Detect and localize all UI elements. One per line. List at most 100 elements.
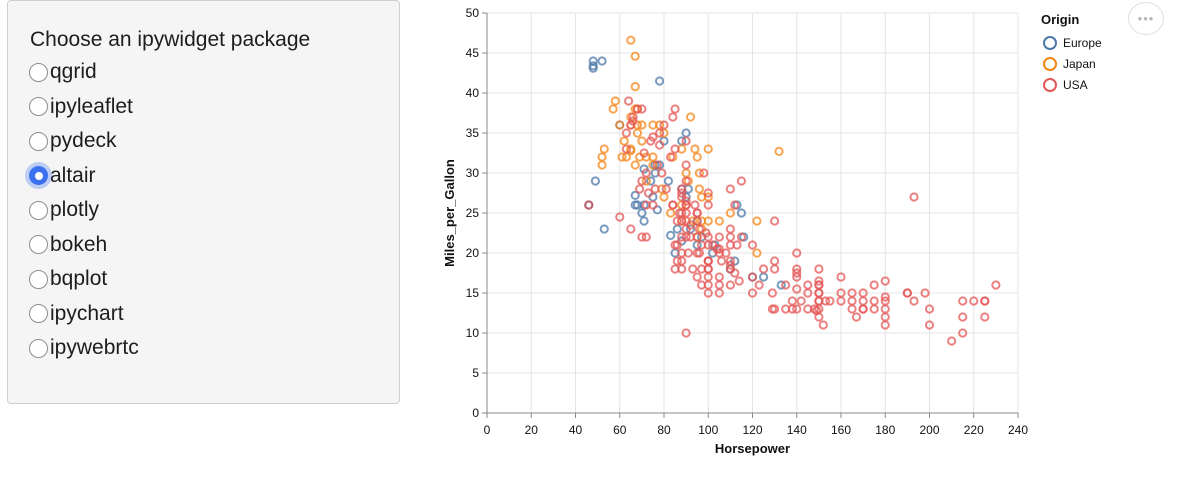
- radio-option-bqplot[interactable]: bqplot: [28, 262, 139, 297]
- data-point-usa: [909, 192, 919, 202]
- data-point-japan: [752, 248, 762, 258]
- data-point-usa: [747, 288, 758, 298]
- data-point-usa: [681, 136, 691, 146]
- radio-unchecked-icon[interactable]: [29, 62, 48, 82]
- data-point-usa: [681, 200, 691, 210]
- x-tick-label: 140: [787, 423, 807, 437]
- data-point-usa: [836, 288, 846, 298]
- data-point-usa: [781, 304, 791, 314]
- chart-actions-button[interactable]: •••: [1128, 2, 1164, 35]
- radio-option-ipyleaflet[interactable]: ipyleaflet: [28, 90, 139, 125]
- data-point-japan: [692, 152, 702, 162]
- radio-option-qgrid[interactable]: qgrid: [28, 55, 139, 90]
- data-point-japan: [599, 144, 609, 154]
- data-point-usa: [650, 184, 660, 194]
- data-point-usa: [851, 312, 862, 322]
- data-point-usa: [880, 320, 890, 330]
- data-point-usa: [725, 184, 735, 194]
- data-point-japan: [714, 216, 724, 226]
- data-point-europe: [736, 208, 747, 218]
- data-point-japan: [703, 216, 713, 226]
- data-point-usa: [734, 276, 744, 286]
- data-point-japan: [630, 51, 640, 61]
- legend-symbol-usa: [1043, 78, 1057, 92]
- radio-label: plotly: [50, 198, 100, 222]
- data-point-usa: [814, 312, 824, 322]
- data-point-usa: [621, 128, 631, 138]
- data-point-usa: [747, 272, 758, 282]
- data-point-usa: [792, 248, 802, 258]
- data-point-japan: [648, 160, 658, 170]
- data-point-usa: [621, 144, 631, 154]
- data-point-usa: [712, 244, 722, 254]
- radio-label: bokeh: [50, 232, 108, 256]
- data-point-japan: [666, 208, 676, 218]
- radio-option-ipywebrtc[interactable]: ipywebrtc: [28, 331, 139, 366]
- data-point-usa: [792, 304, 802, 314]
- data-point-usa: [626, 224, 636, 234]
- y-tick-label: 25: [466, 206, 480, 220]
- radio-option-ipychart[interactable]: ipychart: [28, 297, 139, 332]
- radio-option-plotly[interactable]: plotly: [28, 193, 139, 228]
- data-point-japan: [597, 152, 607, 162]
- radio-unchecked-icon[interactable]: [29, 131, 48, 151]
- data-point-japan: [626, 35, 636, 45]
- y-tick-label: 35: [466, 126, 480, 140]
- data-point-usa: [825, 296, 835, 306]
- data-point-usa: [677, 184, 687, 194]
- data-point-usa: [747, 240, 758, 250]
- radio-unchecked-icon[interactable]: [29, 97, 48, 117]
- radio-checked-icon[interactable]: [29, 166, 48, 186]
- radio-unchecked-icon[interactable]: [29, 235, 48, 255]
- data-point-japan: [694, 184, 705, 194]
- data-point-usa: [670, 104, 680, 114]
- data-point-usa: [781, 280, 791, 290]
- data-point-usa: [980, 296, 990, 306]
- data-point-japan: [659, 192, 669, 202]
- data-point-usa: [869, 304, 879, 314]
- radio-label: ipyleaflet: [50, 94, 133, 118]
- data-point-europe: [597, 56, 607, 66]
- data-point-usa: [648, 200, 658, 210]
- data-point-japan: [630, 160, 640, 170]
- data-point-japan: [619, 136, 629, 146]
- data-point-usa: [685, 232, 696, 242]
- data-point-usa: [639, 148, 649, 158]
- data-point-japan: [694, 168, 705, 178]
- data-point-usa: [628, 112, 638, 122]
- data-point-usa: [703, 188, 713, 198]
- ellipsis-icon: •••: [1137, 11, 1155, 26]
- data-point-usa: [770, 256, 780, 266]
- data-point-usa: [703, 264, 713, 274]
- data-point-usa: [716, 256, 727, 266]
- data-point-europe: [639, 216, 649, 226]
- data-point-usa: [681, 196, 691, 206]
- data-point-japan: [690, 144, 700, 154]
- data-point-europe: [637, 208, 647, 218]
- data-point-usa: [902, 288, 912, 298]
- data-point-usa: [991, 280, 1001, 290]
- data-point-europe: [663, 176, 674, 186]
- data-point-europe: [599, 224, 609, 234]
- data-point-usa: [958, 312, 968, 322]
- data-point-usa: [958, 328, 968, 338]
- data-point-usa: [847, 304, 857, 314]
- data-point-usa: [654, 140, 665, 150]
- data-point-europe: [654, 76, 665, 86]
- data-point-usa: [672, 240, 682, 250]
- radio-option-pydeck[interactable]: pydeck: [28, 124, 139, 159]
- data-point-usa: [668, 112, 678, 122]
- data-point-usa: [920, 288, 930, 298]
- radio-option-altair[interactable]: altair: [28, 159, 139, 194]
- data-point-japan: [774, 146, 784, 156]
- legend-label: Europe: [1063, 36, 1102, 50]
- data-point-usa: [714, 232, 724, 242]
- data-point-japan: [637, 136, 647, 146]
- radio-unchecked-icon[interactable]: [29, 269, 48, 289]
- radio-option-bokeh[interactable]: bokeh: [28, 228, 139, 263]
- data-point-japan: [703, 144, 713, 154]
- radio-unchecked-icon[interactable]: [29, 338, 48, 358]
- radio-unchecked-icon[interactable]: [29, 200, 48, 220]
- radio-unchecked-icon[interactable]: [29, 304, 48, 324]
